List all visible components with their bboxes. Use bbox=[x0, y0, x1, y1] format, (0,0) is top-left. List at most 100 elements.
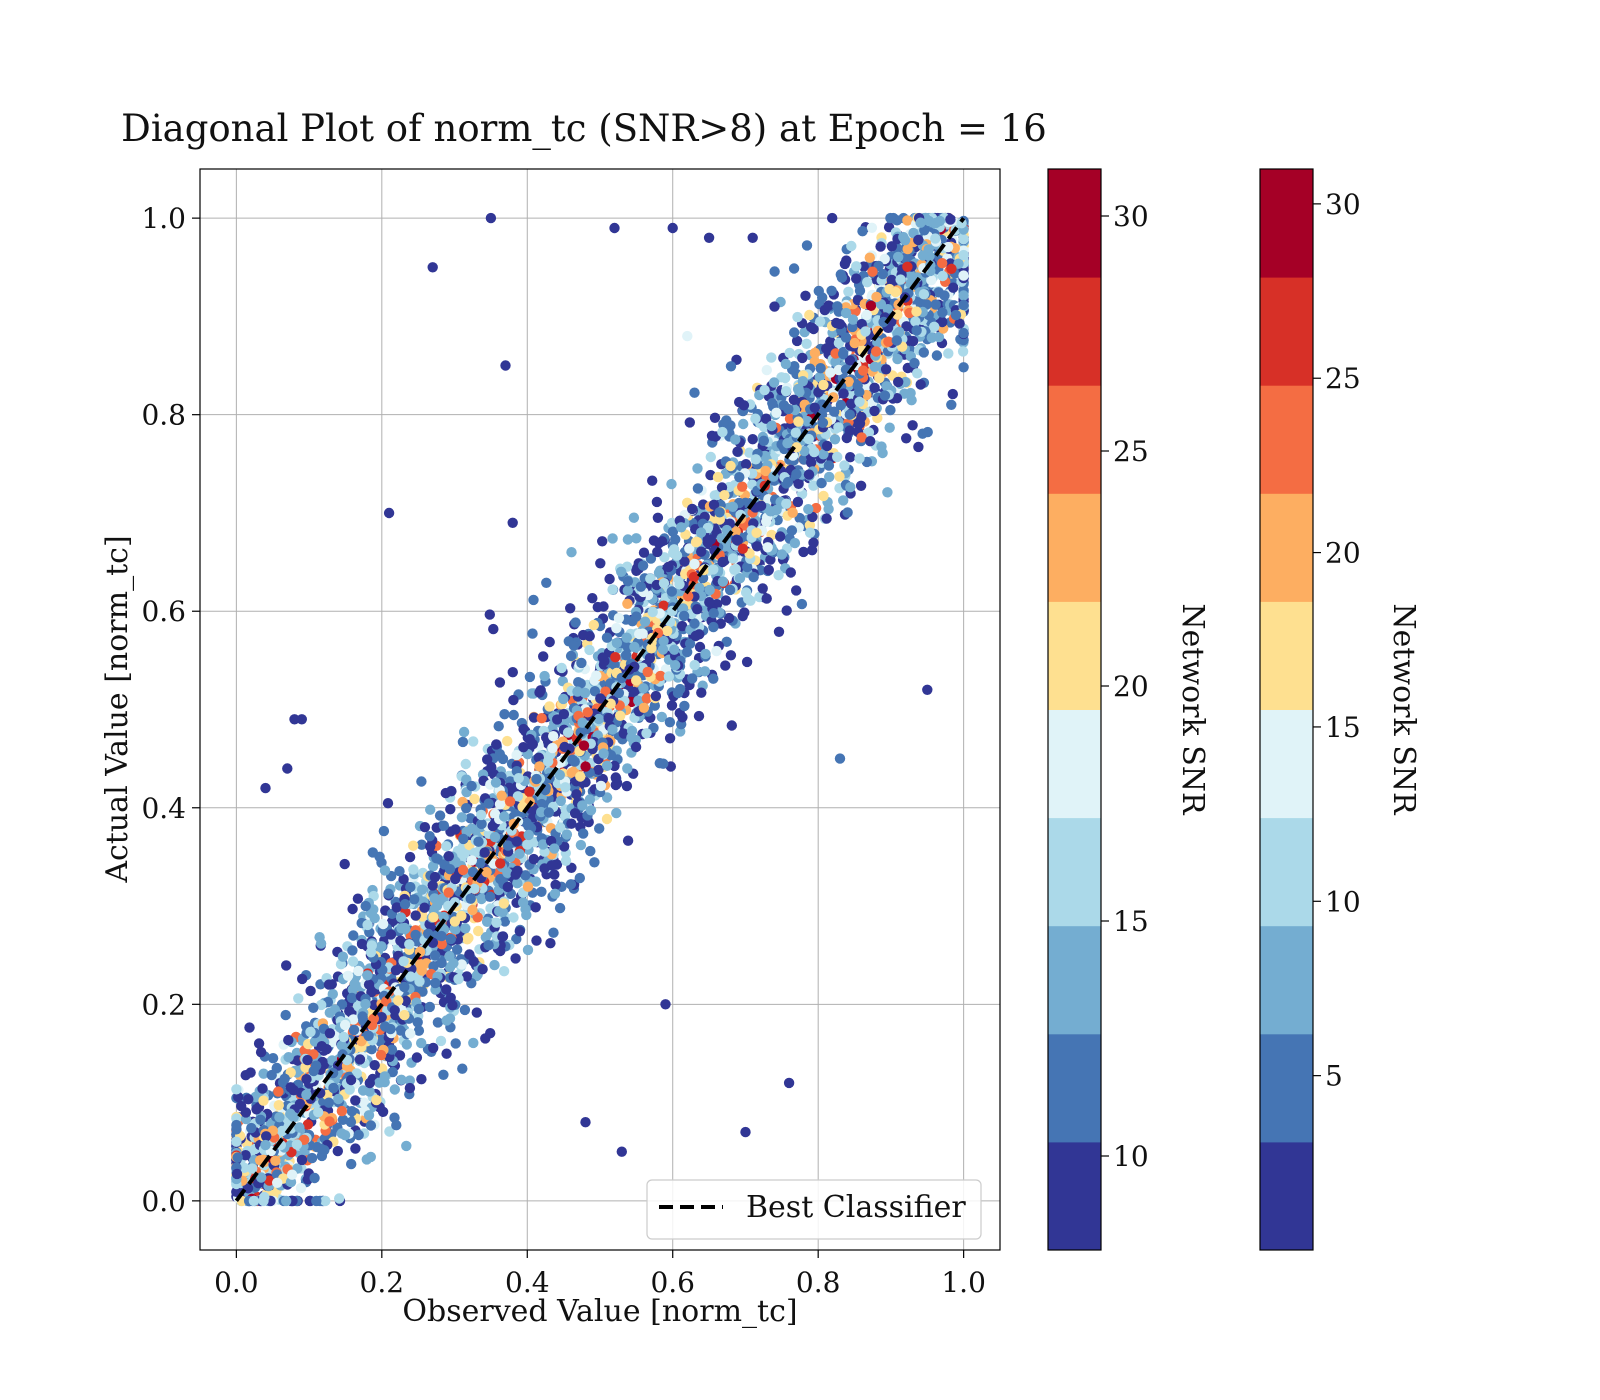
scatter-point bbox=[305, 985, 316, 997]
scatter-point bbox=[395, 912, 407, 923]
scatter-point bbox=[296, 1154, 308, 1166]
scatter-point bbox=[577, 800, 588, 811]
scatter-point bbox=[666, 517, 678, 529]
scatter-point bbox=[732, 535, 743, 546]
scatter-point bbox=[316, 1041, 327, 1052]
scatter-point bbox=[399, 981, 410, 993]
scatter-point bbox=[689, 618, 700, 629]
scatter-point bbox=[611, 623, 622, 634]
scatter-point bbox=[726, 720, 737, 731]
scatter-point bbox=[613, 612, 625, 624]
scatter-point bbox=[429, 893, 440, 904]
scatter-point bbox=[408, 864, 419, 875]
y-tick-label: 0.8 bbox=[141, 399, 186, 432]
colorbar-segment bbox=[1048, 1141, 1101, 1251]
scatter-point bbox=[922, 426, 933, 438]
scatter-point bbox=[948, 282, 959, 293]
scatter-point bbox=[469, 793, 480, 805]
scatter-point bbox=[895, 274, 906, 285]
scatter-point bbox=[683, 591, 694, 602]
scatter-point bbox=[911, 325, 922, 336]
scatter-point bbox=[568, 640, 580, 651]
scatter-point bbox=[339, 858, 350, 870]
scatter-point bbox=[531, 935, 542, 946]
scatter-point bbox=[350, 1143, 361, 1154]
scatter-point bbox=[550, 879, 561, 891]
scatter-point bbox=[891, 393, 903, 404]
scatter-point bbox=[880, 364, 892, 375]
scatter-point bbox=[773, 570, 784, 581]
scatter-point bbox=[536, 798, 547, 810]
scatter-point bbox=[479, 847, 490, 858]
scatter-point bbox=[398, 874, 409, 885]
scatter-point bbox=[363, 979, 375, 990]
scatter-point bbox=[346, 1158, 357, 1170]
scatter-point bbox=[708, 621, 719, 633]
scatter-point bbox=[826, 285, 837, 296]
scatter-point bbox=[273, 1086, 284, 1097]
scatter-point bbox=[915, 379, 926, 390]
scatter-point bbox=[865, 300, 877, 311]
scatter-point bbox=[668, 544, 680, 555]
scatter-point bbox=[468, 956, 479, 967]
scatter-point bbox=[690, 537, 702, 548]
scatter-point bbox=[653, 567, 665, 578]
scatter-point bbox=[375, 1049, 387, 1061]
scatter-point bbox=[810, 502, 822, 514]
scatter-point bbox=[282, 763, 293, 774]
scatter-point bbox=[817, 292, 828, 303]
scatter-point bbox=[416, 965, 427, 976]
scatter-point bbox=[246, 1122, 257, 1134]
scatter-point bbox=[457, 1063, 468, 1074]
colorbar-segment bbox=[1048, 277, 1101, 386]
scatter-point bbox=[523, 829, 534, 841]
scatter-point bbox=[578, 828, 589, 839]
colorbar-tick-label: 10 bbox=[1325, 885, 1361, 918]
scatter-point bbox=[891, 335, 902, 346]
scatter-point bbox=[913, 441, 924, 453]
scatter-point bbox=[757, 583, 768, 594]
scatter-point bbox=[363, 1030, 374, 1042]
scatter-point bbox=[788, 263, 800, 274]
scatter-point bbox=[885, 404, 896, 416]
scatter-point bbox=[430, 977, 441, 989]
scatter-point bbox=[684, 417, 695, 428]
scatter-point bbox=[609, 222, 620, 234]
scatter-point bbox=[507, 667, 518, 678]
scatter-point bbox=[742, 561, 753, 573]
scatter-point bbox=[727, 553, 739, 564]
y-tick-label: 0.6 bbox=[141, 595, 186, 628]
scatter-point bbox=[890, 286, 901, 298]
scatter-point bbox=[498, 898, 510, 909]
scatter-point bbox=[616, 566, 627, 577]
scatter-point bbox=[567, 754, 578, 765]
best-classifier-line bbox=[234, 216, 966, 1203]
scatter-point bbox=[621, 632, 632, 643]
scatter-point bbox=[336, 1128, 347, 1139]
scatter-point bbox=[597, 652, 608, 663]
scatter-point bbox=[607, 724, 618, 735]
scatter-point bbox=[521, 909, 532, 921]
scatter-point bbox=[943, 348, 954, 359]
scatter-point bbox=[391, 902, 402, 913]
scatter-point bbox=[500, 360, 511, 371]
scatter-point bbox=[393, 995, 404, 1006]
scatter-point bbox=[937, 270, 948, 282]
scatter-point bbox=[645, 553, 657, 564]
scatter-point bbox=[458, 726, 470, 738]
scatter-point bbox=[834, 318, 846, 330]
legend-entry-label: Best Classifier bbox=[746, 1190, 966, 1225]
scatter-point bbox=[902, 215, 913, 226]
scatter-point bbox=[807, 511, 818, 523]
scatter-point bbox=[909, 357, 920, 369]
scatter-point bbox=[494, 677, 506, 688]
scatter-point bbox=[610, 772, 621, 783]
scatter-point bbox=[644, 652, 656, 664]
scatter-point bbox=[399, 1009, 410, 1021]
scatter-point bbox=[852, 380, 863, 391]
scatter-point bbox=[899, 235, 911, 246]
scatter-point bbox=[473, 925, 484, 937]
colorbar-frame bbox=[1047, 168, 1102, 1251]
scatter-point bbox=[517, 897, 529, 908]
scatter-point bbox=[723, 612, 735, 624]
